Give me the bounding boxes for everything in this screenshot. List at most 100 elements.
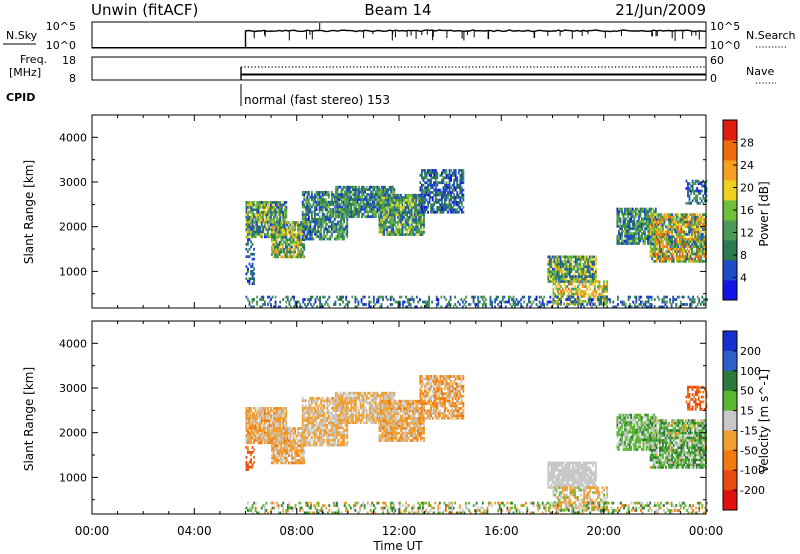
data-cell	[584, 262, 587, 266]
data-cell	[289, 243, 292, 246]
data-cell	[332, 220, 335, 224]
data-cell	[578, 272, 580, 276]
data-cell	[689, 213, 692, 217]
data-cell	[299, 305, 302, 309]
data-cell	[270, 213, 272, 217]
data-cell	[292, 248, 295, 251]
data-cell	[581, 303, 584, 306]
data-cell	[588, 257, 591, 261]
data-cell	[387, 188, 390, 192]
data-cell	[340, 210, 342, 214]
data-cell	[368, 300, 371, 304]
data-cell	[266, 429, 269, 432]
data-cell	[683, 250, 686, 253]
data-cell	[444, 169, 446, 172]
data-cell	[247, 203, 249, 207]
data-cell	[347, 203, 350, 206]
data-cell	[644, 210, 646, 213]
data-cell	[672, 228, 675, 231]
data-cell	[695, 259, 698, 263]
data-cell	[622, 239, 625, 243]
data-cell	[457, 205, 460, 209]
data-cell	[312, 200, 315, 204]
data-cell	[406, 196, 408, 200]
data-cell	[395, 228, 398, 232]
data-cell	[559, 257, 562, 261]
data-cell	[374, 198, 377, 201]
data-cell	[585, 265, 588, 269]
data-cell	[627, 234, 630, 238]
data-cell	[648, 215, 651, 218]
data-cell	[692, 218, 695, 221]
data-cell	[680, 218, 683, 221]
data-cell	[535, 298, 538, 301]
data-cell	[301, 228, 304, 232]
data-cell	[564, 262, 567, 266]
data-cell	[631, 212, 634, 216]
data-cell	[384, 203, 387, 207]
data-cell	[590, 277, 593, 281]
data-cell	[572, 292, 575, 296]
data-cell	[301, 193, 304, 197]
data-cell	[262, 434, 265, 437]
data-cell	[624, 303, 627, 306]
data-cell	[681, 295, 684, 299]
data-cell	[477, 295, 480, 299]
data-cell	[460, 169, 463, 172]
data-cell	[317, 198, 319, 202]
data-cell	[570, 257, 573, 261]
data-cell	[279, 215, 282, 219]
data-cell	[692, 213, 695, 217]
data-cell	[314, 298, 317, 301]
data-cell	[457, 201, 460, 204]
data-cell	[515, 298, 518, 301]
data-cell	[666, 257, 669, 261]
data-cell	[567, 255, 570, 259]
data-cell	[253, 407, 255, 410]
data-cell	[318, 230, 321, 234]
data-cell	[627, 305, 630, 309]
data-cell	[697, 218, 700, 221]
data-cell	[298, 230, 301, 234]
data-cell	[295, 240, 298, 244]
data-cell	[350, 203, 353, 206]
data-cell	[444, 203, 446, 207]
data-cell	[406, 203, 408, 207]
data-cell	[692, 228, 695, 231]
data-cell	[569, 302, 572, 306]
data-cell	[688, 257, 690, 261]
data-cell	[703, 199, 706, 203]
data-cell	[462, 188, 465, 192]
data-cell	[454, 176, 457, 180]
data-cell	[273, 213, 275, 217]
data-cell	[367, 212, 370, 216]
data-cell	[409, 305, 412, 309]
data-cell	[300, 253, 303, 256]
data-cell	[260, 230, 263, 234]
data-cell	[594, 277, 597, 281]
data-cell	[591, 262, 594, 266]
data-cell	[384, 198, 387, 202]
data-cell	[270, 205, 272, 209]
data-cell	[584, 292, 587, 296]
data-cell	[597, 285, 599, 288]
data-cell	[315, 222, 318, 226]
data-cell	[428, 191, 431, 194]
data-cell	[669, 220, 672, 224]
data-cell	[251, 218, 254, 221]
data-cell	[306, 198, 309, 202]
data-cell	[481, 298, 484, 301]
data-cell	[262, 411, 265, 415]
data-cell	[679, 300, 682, 304]
data-cell	[318, 198, 321, 202]
data-cell	[658, 240, 661, 244]
data-cell	[250, 431, 252, 435]
data-cell	[633, 234, 636, 238]
data-cell	[247, 416, 249, 420]
data-cell	[245, 424, 248, 427]
data-cell	[330, 232, 333, 236]
data-cell	[317, 298, 320, 301]
data-cell	[412, 206, 415, 209]
data-cell	[440, 193, 443, 197]
data-cell	[348, 207, 351, 211]
